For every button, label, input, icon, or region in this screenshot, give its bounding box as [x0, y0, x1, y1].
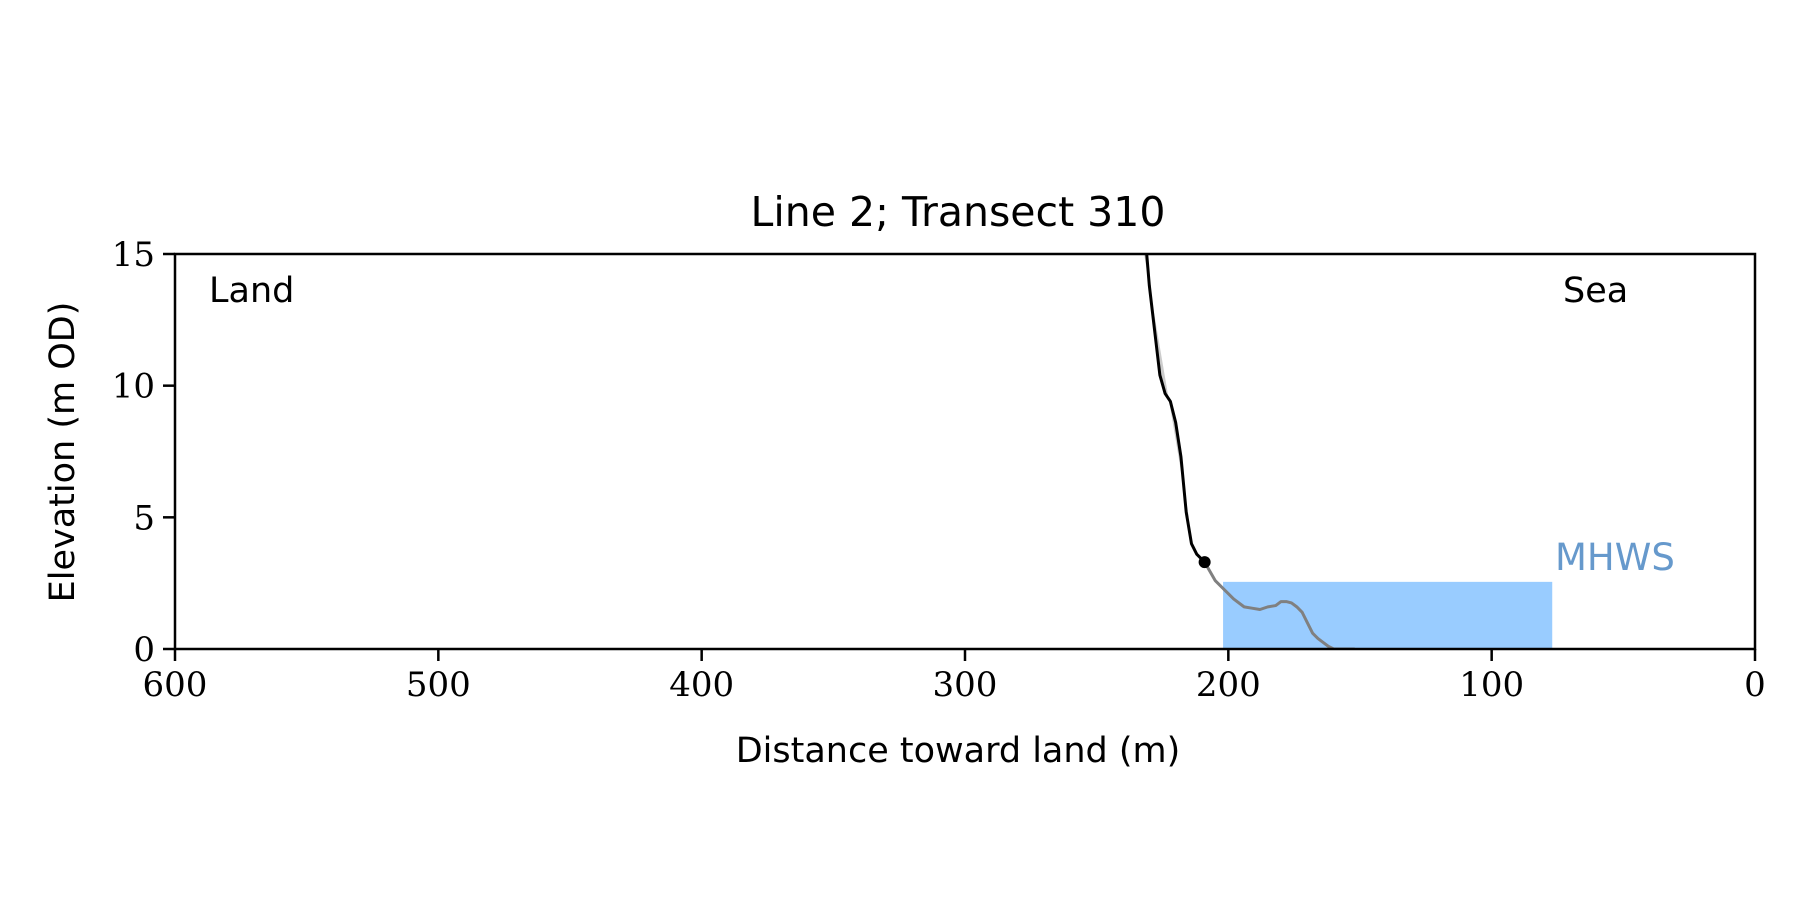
x-tick-label: 500 — [406, 665, 471, 705]
x-tick-label: 600 — [143, 665, 208, 705]
cliff-toe-point — [1198, 556, 1211, 569]
x-tick-label: 300 — [933, 665, 998, 705]
y-tick-label: 15 — [112, 235, 155, 275]
beach-profile-line — [1203, 561, 1355, 649]
x-tick-label: 200 — [1196, 665, 1261, 705]
x-tick-label: 400 — [669, 665, 734, 705]
x-tick-label: 0 — [1744, 665, 1766, 705]
plot-area — [1120, 254, 1553, 649]
chart-title: Line 2; Transect 310 — [751, 188, 1166, 236]
land-annotation: Land — [209, 271, 294, 311]
mhws-annotation: MHWS — [1555, 536, 1675, 579]
sea-annotation: Sea — [1563, 271, 1628, 311]
y-tick-label: 10 — [112, 367, 155, 407]
x-axis: 600 500 400 300 200 100 0 — [143, 649, 1766, 705]
cliff-shaded-region — [1120, 254, 1189, 518]
y-tick-label: 5 — [133, 498, 155, 538]
y-axis: 0 5 10 15 — [112, 235, 175, 670]
y-tick-label: 0 — [133, 630, 155, 670]
cliff-profile-line — [1145, 254, 1206, 564]
mhws-water-band — [1223, 581, 1553, 649]
x-axis-label: Distance toward land (m) — [736, 731, 1181, 771]
y-axis-label: Elevation (m OD) — [43, 302, 83, 603]
x-tick-label: 100 — [1459, 665, 1524, 705]
